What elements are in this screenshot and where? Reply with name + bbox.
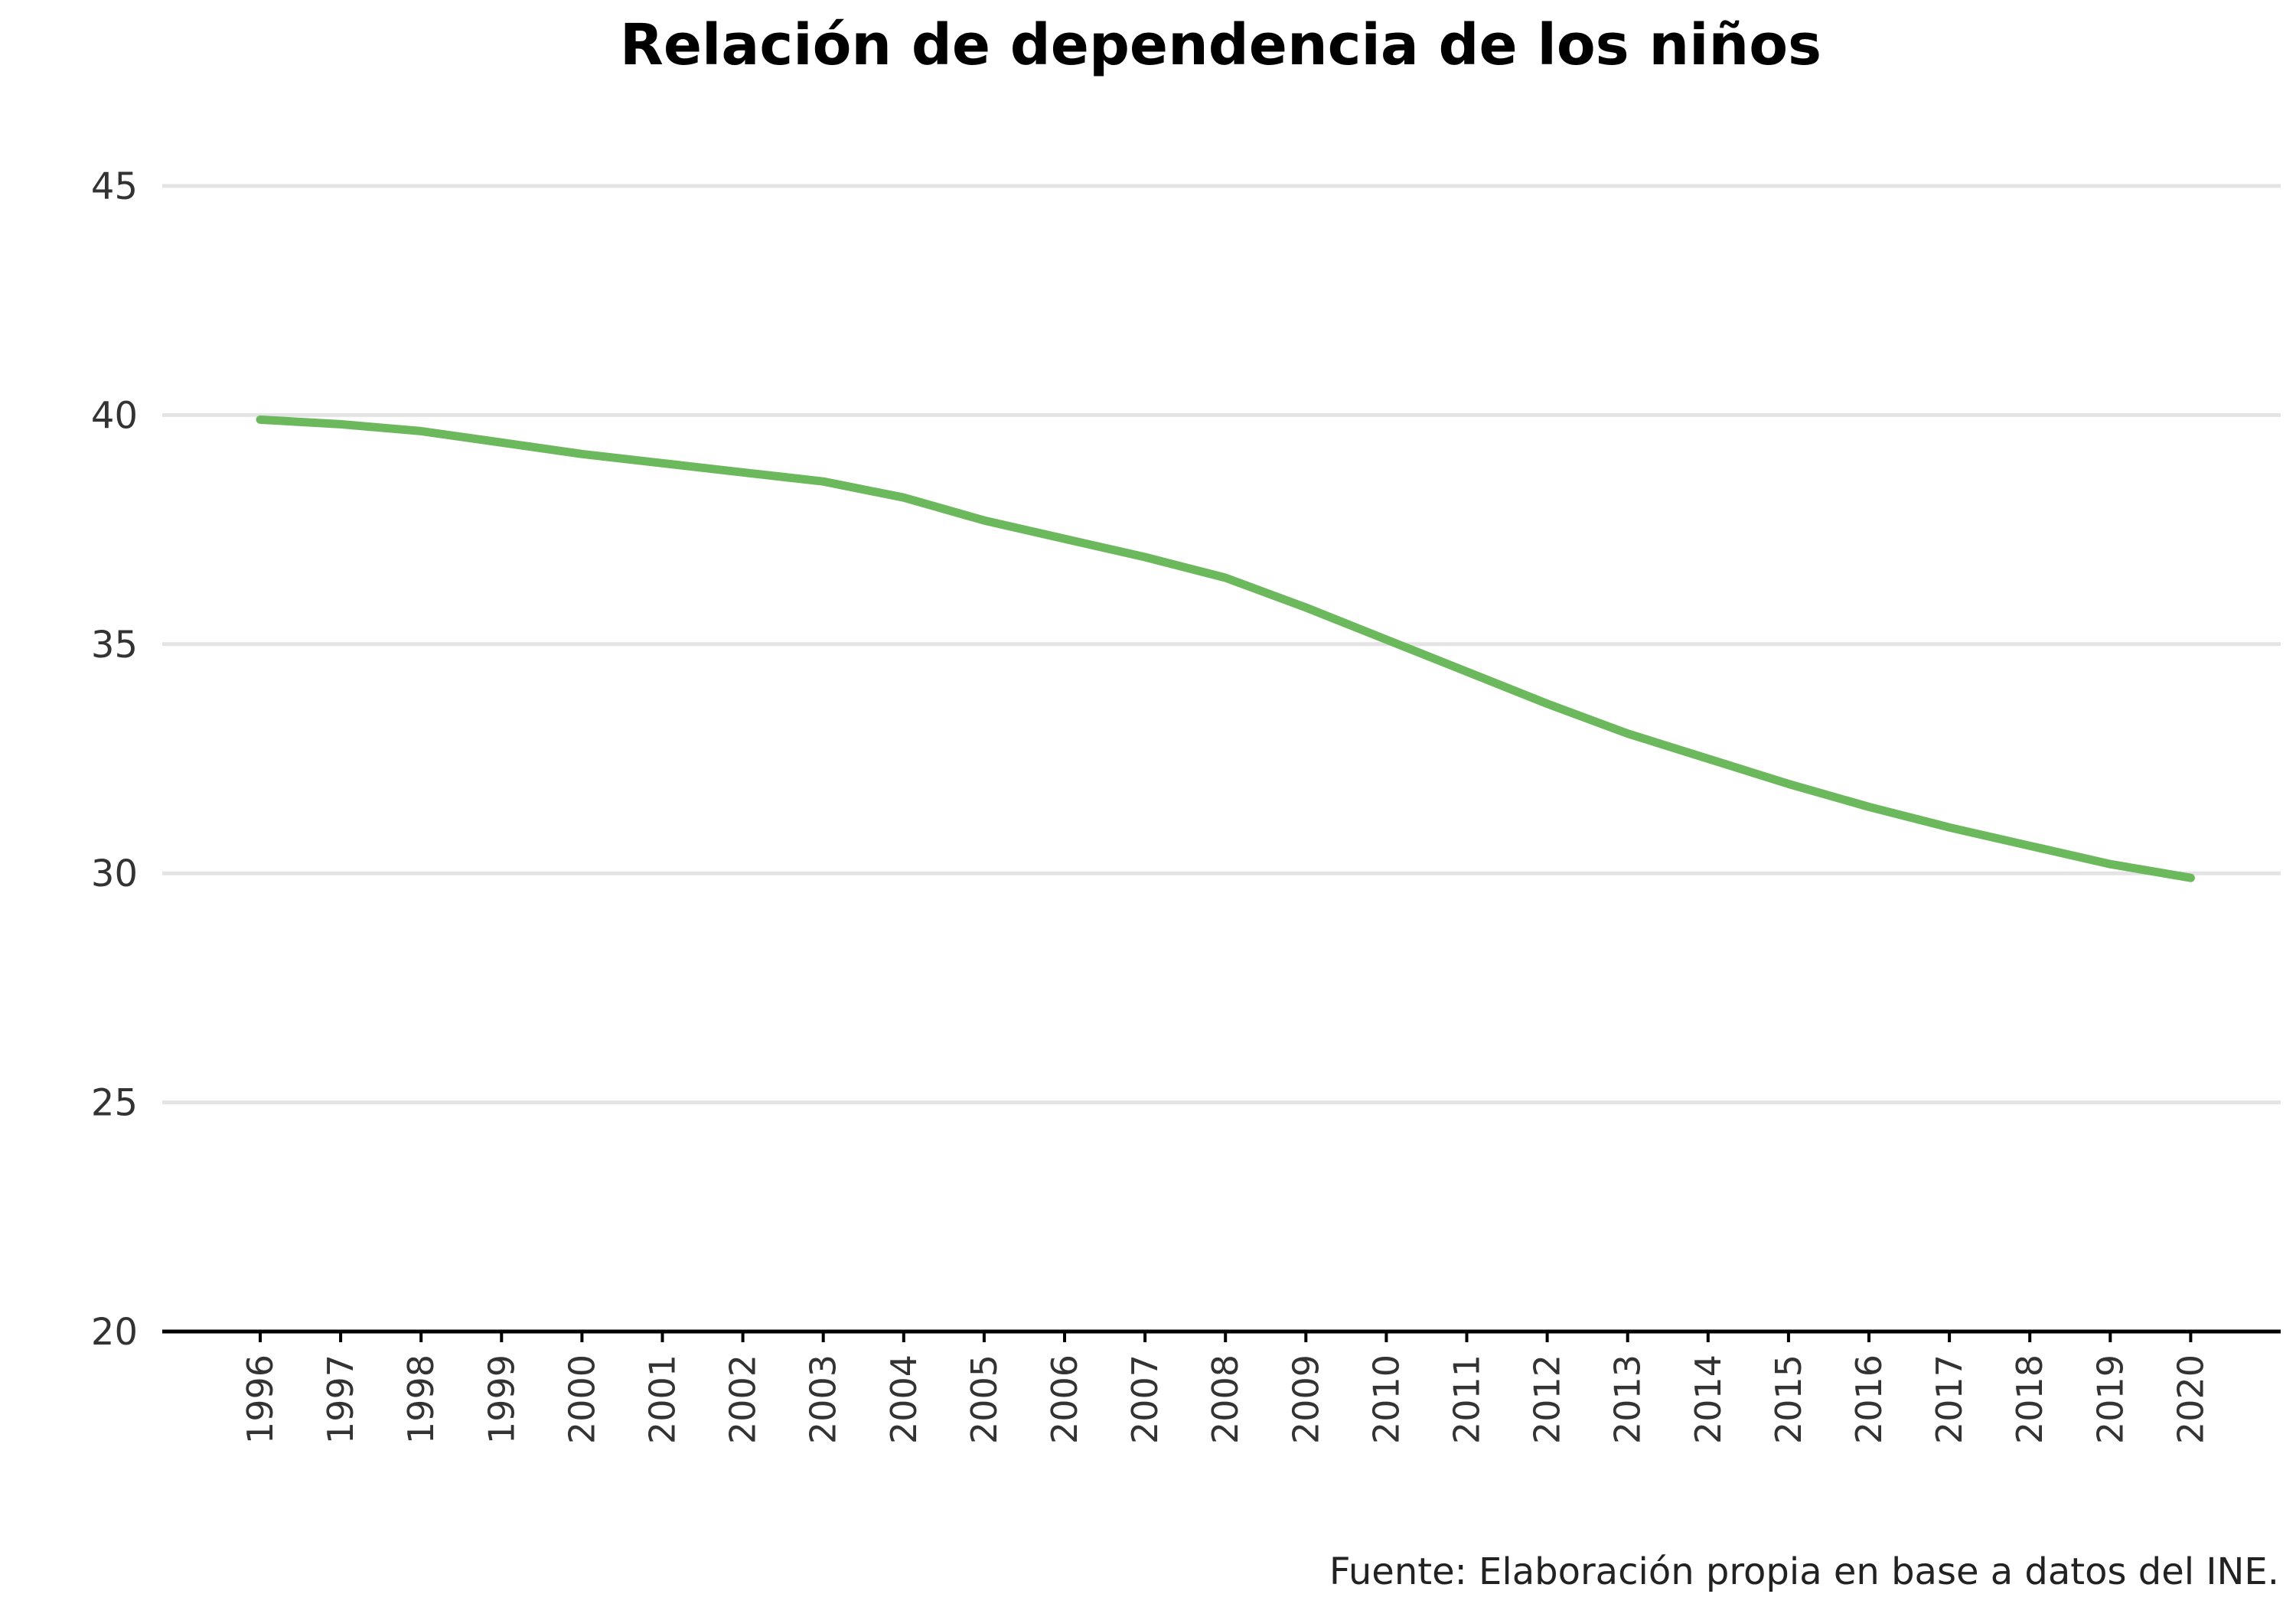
x-tick-label: 2013 [1607,1354,1649,1444]
x-tick-label: 2000 [561,1354,602,1444]
y-tick-label: 25 [91,1082,138,1125]
x-tick-label: 2020 [2170,1354,2211,1444]
x-tick-label: 2010 [1365,1354,1407,1444]
x-tick-label: 2017 [1929,1354,1970,1444]
x-tick-label: 2012 [1527,1354,1568,1444]
chart-title: Relación de dependencia de los niños [620,12,1821,78]
x-tick-label: 2006 [1044,1354,1085,1444]
x-tick-label: 1997 [320,1354,361,1444]
y-tick-label: 45 [91,165,138,208]
source-note: Fuente: Elaboración propia en base a dat… [1329,1550,2279,1593]
x-tick-label: 2008 [1205,1354,1246,1444]
x-tick-label: 2018 [2009,1354,2050,1444]
x-axis-ticks: 1996 1997 1998 1999 2000 2001 2002 2003 2004 2005… [240,1332,2211,1444]
x-tick-label: 2014 [1688,1354,1729,1444]
series-line-1 [256,415,2195,882]
y-axis-ticks: 20 25 30 35 40 45 [91,165,138,1354]
x-tick-label: 2007 [1124,1354,1166,1444]
y-tick-label: 40 [91,394,138,437]
x-tick-label: 1999 [481,1354,522,1444]
x-tick-label: 2001 [642,1354,683,1444]
grid-layer [162,184,2281,1105]
x-tick-label: 2004 [883,1354,925,1444]
x-tick-label: 2016 [1848,1354,1890,1444]
x-tick-label: 2009 [1285,1354,1326,1444]
x-tick-label: 2002 [722,1354,764,1444]
x-tick-label: 2011 [1446,1354,1488,1444]
y-tick-label: 35 [91,624,138,667]
series-layer [256,415,2195,882]
x-tick-label: 2015 [1768,1354,1809,1444]
x-tick-label: 2003 [803,1354,844,1444]
x-tick-label: 1996 [240,1354,281,1444]
y-tick-label: 20 [91,1311,138,1354]
y-tick-label: 30 [91,852,138,895]
x-tick-label: 2019 [2089,1354,2131,1444]
x-tick-label: 2005 [964,1354,1005,1444]
x-tick-label: 1998 [400,1354,442,1444]
